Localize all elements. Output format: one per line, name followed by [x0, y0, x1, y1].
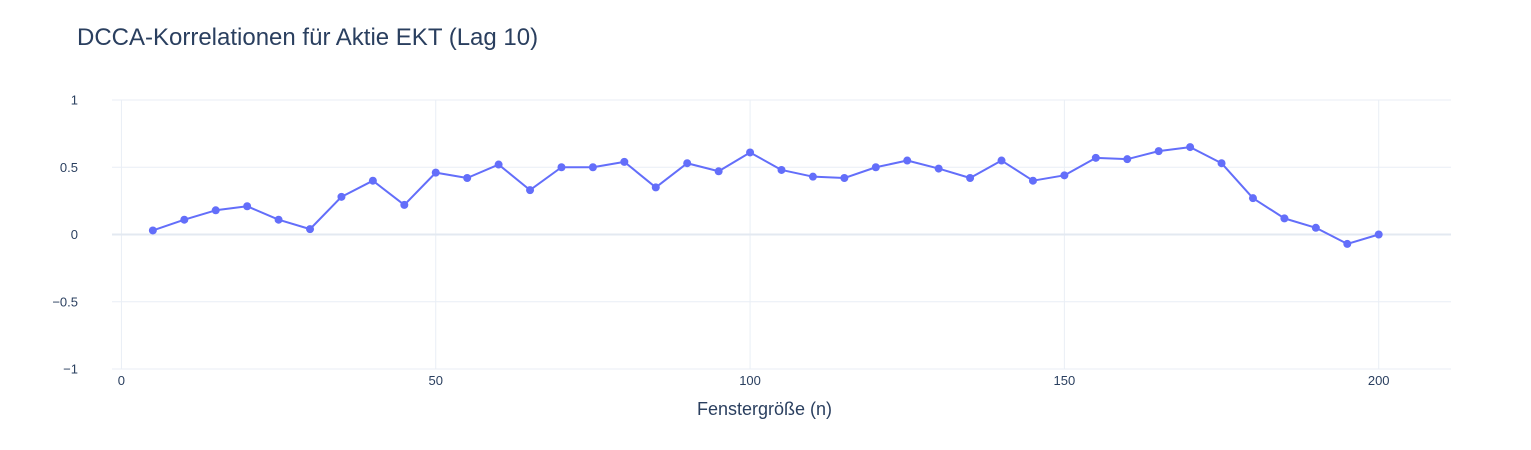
data-point[interactable] — [368, 176, 377, 185]
data-point[interactable] — [1028, 176, 1037, 185]
grid-layer — [112, 99, 1451, 370]
data-point[interactable] — [966, 174, 975, 183]
y-tick-label: 0.5 — [60, 160, 78, 175]
data-point[interactable] — [494, 160, 503, 169]
data-point[interactable] — [1186, 143, 1195, 152]
data-point[interactable] — [1311, 223, 1320, 232]
data-point[interactable] — [557, 163, 566, 172]
chart-title: DCCA-Korrelationen für Aktie EKT (Lag 10… — [77, 24, 539, 51]
data-point[interactable] — [1374, 230, 1383, 239]
data-point[interactable] — [274, 215, 283, 224]
x-tick-label: 150 — [1054, 373, 1076, 388]
x-tick-label: 0 — [118, 373, 125, 388]
data-point[interactable] — [1154, 147, 1163, 156]
data-point[interactable] — [306, 225, 315, 234]
y-tick-label: −0.5 — [52, 294, 78, 309]
series-layer — [148, 143, 1383, 248]
data-point[interactable] — [620, 157, 629, 166]
x-tick-label: 200 — [1368, 373, 1390, 388]
data-point[interactable] — [1280, 214, 1289, 223]
data-point[interactable] — [148, 226, 157, 235]
data-point[interactable] — [997, 156, 1006, 165]
x-tick-label: 100 — [739, 373, 761, 388]
data-point[interactable] — [211, 206, 220, 215]
x-tick-label: 50 — [429, 373, 443, 388]
data-point[interactable] — [337, 192, 346, 201]
data-point[interactable] — [1248, 194, 1257, 203]
series-line — [152, 146, 1379, 245]
y-tick-label: 0 — [71, 227, 78, 242]
data-point[interactable] — [871, 163, 880, 172]
data-point[interactable] — [588, 163, 597, 172]
data-point[interactable] — [746, 148, 755, 157]
data-point[interactable] — [1060, 171, 1069, 180]
data-point[interactable] — [1091, 153, 1100, 162]
data-point[interactable] — [180, 215, 189, 224]
y-tick-label: −1 — [63, 362, 78, 377]
data-point[interactable] — [1217, 159, 1226, 168]
data-point[interactable] — [431, 168, 440, 177]
data-point[interactable] — [400, 200, 409, 209]
data-point[interactable] — [777, 165, 786, 174]
data-point[interactable] — [714, 167, 723, 176]
y-tick-label: 1 — [71, 93, 78, 108]
x-axis-title: Fenstergröße (n) — [697, 399, 832, 419]
data-point[interactable] — [903, 156, 912, 165]
data-point[interactable] — [840, 174, 849, 183]
data-point[interactable] — [1123, 155, 1132, 164]
data-point[interactable] — [526, 186, 535, 195]
data-point[interactable] — [808, 172, 817, 181]
data-point[interactable] — [463, 174, 472, 183]
data-point[interactable] — [683, 159, 692, 168]
data-point[interactable] — [1343, 239, 1352, 248]
data-point[interactable] — [243, 202, 252, 211]
tick-layer: 0 50 100 150 200 1 0.5 0 −0.5 −1 — [52, 93, 1389, 389]
data-point[interactable] — [934, 164, 943, 173]
data-point[interactable] — [651, 183, 660, 192]
